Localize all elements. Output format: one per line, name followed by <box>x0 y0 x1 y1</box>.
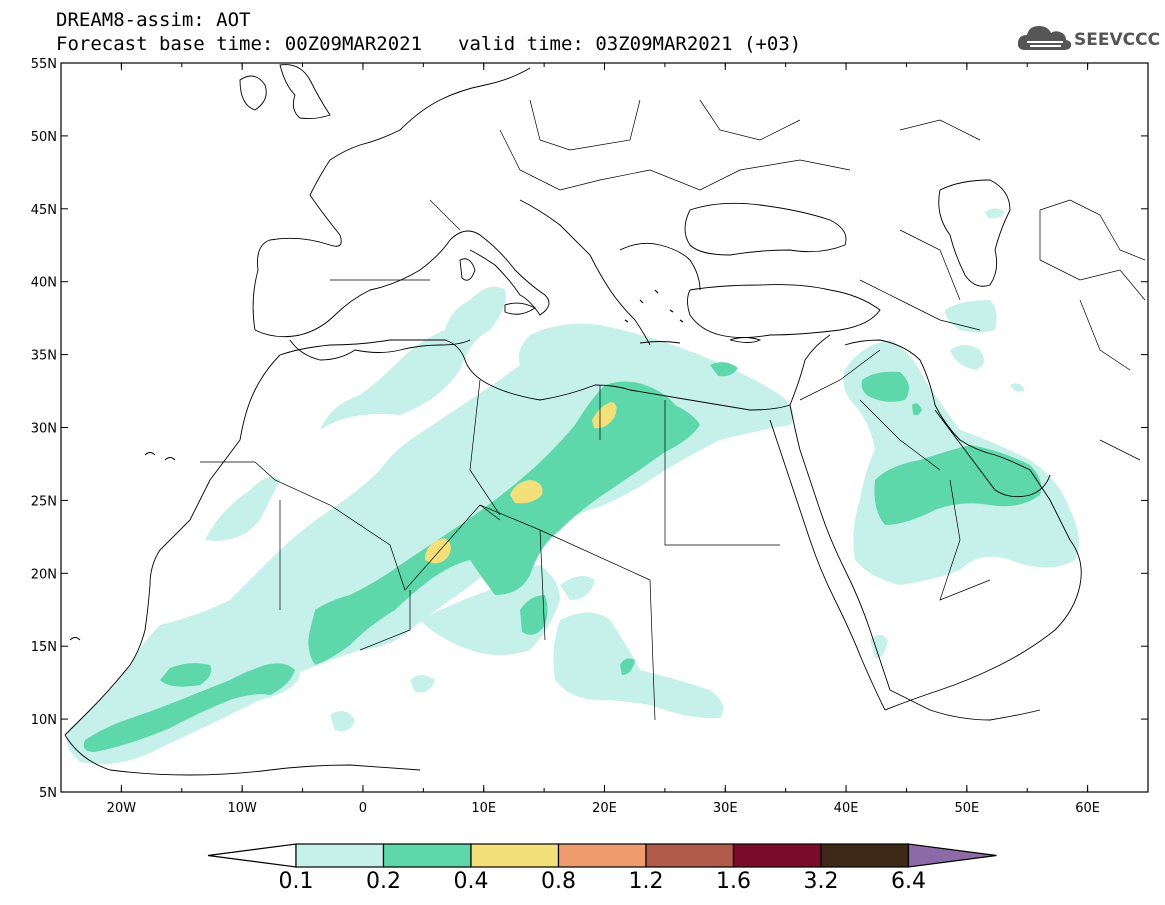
map-title: DREAM8-assim: AOT <box>56 9 251 31</box>
base-time: Forecast base time: 00Z09MAR2021 <box>56 33 423 55</box>
valid-time: valid time: 03Z09MAR2021 (+03) <box>458 33 802 55</box>
lat-label: 20N <box>31 567 57 582</box>
lon-label: 30E <box>713 801 738 816</box>
forecast-times: Forecast base time: 00Z09MAR2021 valid ti… <box>56 34 801 54</box>
lat-label: 35N <box>31 349 57 364</box>
lon-label: 40E <box>834 801 859 816</box>
colorbar-segment <box>295 843 385 868</box>
logo-text: SEEVCCC <box>1074 30 1161 50</box>
lat-label: 50N <box>31 130 57 145</box>
coastlines <box>64 64 1146 776</box>
aot-shading <box>66 208 1079 765</box>
seevccc-logo: SEEVCCC <box>1017 22 1161 62</box>
lon-label: 10E <box>471 801 496 816</box>
aot-mid-region <box>83 362 1042 752</box>
lon-label: 0 <box>359 801 367 816</box>
colorbar-low-arrow <box>207 843 297 868</box>
aot-colorbar <box>207 843 997 868</box>
colorbar-segment <box>382 843 472 868</box>
lat-label: 10N <box>31 713 57 728</box>
colorbar-segment <box>645 843 735 868</box>
colorbar-label: 0.1 <box>278 869 314 894</box>
lon-label: 20E <box>592 801 617 816</box>
lon-label: 60E <box>1075 801 1100 816</box>
lon-label: 50E <box>954 801 979 816</box>
lon-label: 20W <box>107 801 137 816</box>
colorbar-label: 6.4 <box>891 869 926 894</box>
colorbar-high-arrow <box>907 843 997 868</box>
lat-label: 5N <box>39 786 57 801</box>
colorbar-label: 0.8 <box>541 869 576 894</box>
lat-label: 25N <box>31 494 57 509</box>
lat-label: 30N <box>31 422 57 437</box>
colorbar-label: 1.6 <box>716 869 751 894</box>
lat-label: 40N <box>31 276 57 291</box>
lon-label: 10W <box>227 801 257 816</box>
colorbar-label: 3.2 <box>803 869 839 894</box>
lat-label: 15N <box>31 640 57 655</box>
latitude-labels: 55N 50N 45N 40N 35N 30N 25N 20N 15N 10N 5N <box>31 57 57 801</box>
lat-label: 55N <box>31 57 57 72</box>
lat-label: 45N <box>31 203 57 218</box>
colorbar-label: 0.4 <box>453 869 489 894</box>
colorbar-segment <box>557 843 647 868</box>
cloud-icon <box>1017 26 1072 50</box>
colorbar-label: 1.2 <box>628 869 664 894</box>
longitude-labels: 20W 10W 0 10E 20E 30E 40E 50E 60E <box>107 801 1100 816</box>
colorbar-segment <box>470 843 560 868</box>
colorbar-segment <box>820 843 910 868</box>
colorbar-label: 0.2 <box>366 869 401 894</box>
axis-ticks <box>60 62 1149 793</box>
colorbar-segment <box>732 843 822 868</box>
aot-high-region <box>425 402 617 564</box>
